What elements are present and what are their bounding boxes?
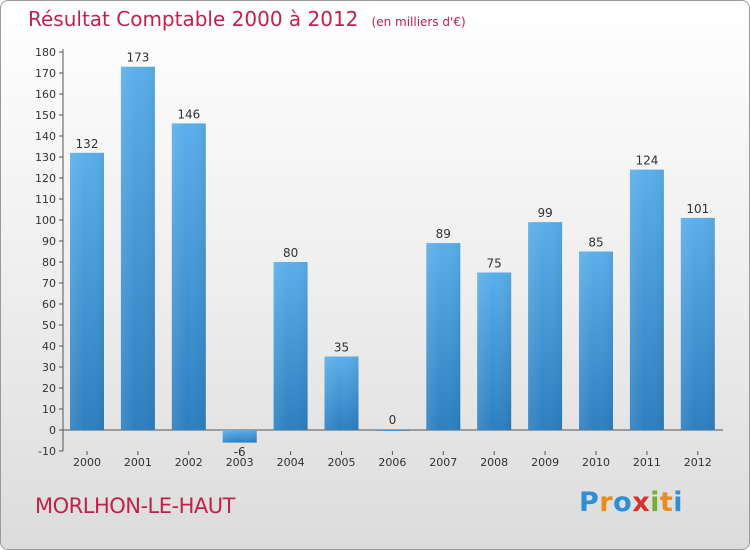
title-row: Résultat Comptable 2000 à 2012 (en milli… [28,7,466,31]
value-label-2004: 80 [283,246,298,260]
y-tick-label: 110 [35,193,56,206]
value-label-2001: 173 [126,51,149,65]
bar-shine-2010 [579,251,613,430]
bar-shine-2009 [528,222,563,430]
value-label-2000: 132 [76,137,99,151]
y-tick-label: 60 [42,298,56,311]
logo-letter: t [659,487,674,518]
logo-letter: i [650,487,660,518]
x-tick-label-2006: 2006 [378,456,406,469]
logo-letter: i [673,487,684,518]
value-label-2011: 124 [635,154,658,168]
y-tick-label: 40 [42,340,56,353]
bar-shine-2011 [629,169,664,430]
x-tick-label-2004: 2004 [277,456,305,469]
bar-shine-2004 [273,262,308,430]
y-tick-label: 0 [49,424,56,437]
town-name: MORLHON-LE-HAUT [35,494,235,518]
y-tick-label: 10 [42,403,56,416]
x-tick-label-2012: 2012 [684,456,712,469]
chart-subtitle: (en milliers d'€) [371,15,466,29]
value-label-2002: 146 [177,107,200,121]
value-label-2007: 89 [436,227,451,241]
y-tick-label: 30 [42,361,56,374]
x-tick-label-2002: 2002 [175,456,203,469]
bar-shine-2008 [477,272,512,430]
bar-shine-2001 [120,66,155,430]
x-tick-label-2007: 2007 [429,456,457,469]
bar-shine-2002 [171,123,206,431]
x-tick-label-2005: 2005 [328,456,356,469]
y-tick-label: 120 [35,172,56,185]
logo-letter: P [579,487,600,518]
axes-layer: -10 0 10 20 30 40 50 60 70 80 90 100 110 120 130 140 150… [35,46,723,458]
value-label-2009: 99 [537,206,552,220]
bar-shine-2005 [324,356,359,430]
y-tick-label: 180 [35,46,56,59]
value-label-2008: 75 [487,257,502,271]
y-tick-label: 100 [35,214,56,227]
x-tick-label-2009: 2009 [531,456,559,469]
logo-letter: x [632,487,651,518]
y-tick-label: 80 [42,256,56,269]
value-label-2010: 85 [588,236,603,250]
x-tick-label-2001: 2001 [124,456,152,469]
x-tick-label-2011: 2011 [633,456,661,469]
bar-shine-2006 [375,430,410,431]
value-label-2003: -6 [234,445,246,459]
y-tick-label: 140 [35,130,56,143]
x-tick-label-2008: 2008 [480,456,508,469]
logo-letter: o [613,487,633,518]
y-tick-label: 70 [42,277,56,290]
chart-title: Résultat Comptable 2000 à 2012 [28,7,359,31]
x-tick-label-2010: 2010 [582,456,610,469]
x-tick-label-2003: 2003 [226,456,254,469]
x-tick-label-2000: 2000 [73,456,101,469]
y-tick-label: 160 [35,88,56,101]
y-tick-label: 130 [35,151,56,164]
y-tick-label: 90 [42,235,56,248]
value-label-2006: 0 [389,413,397,427]
bar-shine-2007 [426,243,461,430]
logo-letter: r [599,487,614,518]
bar-shine-2012 [680,217,715,430]
y-tick-label: 20 [42,382,56,395]
y-tick-label: 170 [35,67,56,80]
value-label-2005: 35 [334,341,349,355]
y-tick-label: 150 [35,109,56,122]
bar-shine-2003 [222,430,257,443]
value-label-2012: 101 [686,202,709,216]
proxiti-logo: Proxiti [579,487,683,518]
bars-layer [70,66,715,443]
y-tick-label: -10 [38,445,56,458]
bar-shine-2000 [70,152,104,431]
y-tick-label: 50 [42,319,56,332]
